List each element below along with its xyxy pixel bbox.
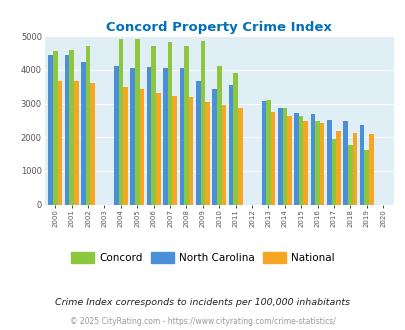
Bar [221, 105, 226, 205]
Bar [188, 97, 193, 205]
Bar [298, 116, 303, 205]
Bar [156, 92, 160, 205]
Bar [364, 150, 368, 205]
Bar [205, 102, 209, 205]
Legend: Concord, North Carolina, National: Concord, North Carolina, National [67, 248, 338, 267]
Bar [233, 73, 237, 205]
Bar [294, 114, 298, 205]
Bar [179, 68, 184, 205]
Bar [359, 125, 364, 205]
Bar [368, 134, 373, 205]
Bar [139, 89, 144, 205]
Bar [237, 108, 242, 205]
Bar [65, 55, 69, 205]
Title: Concord Property Crime Index: Concord Property Crime Index [106, 21, 331, 34]
Text: © 2025 CityRating.com - https://www.cityrating.com/crime-statistics/: © 2025 CityRating.com - https://www.city… [70, 317, 335, 326]
Bar [167, 42, 172, 205]
Bar [74, 82, 79, 205]
Bar [90, 83, 95, 205]
Bar [200, 41, 205, 205]
Bar [326, 120, 331, 205]
Bar [163, 68, 167, 205]
Bar [123, 87, 128, 205]
Bar [310, 114, 315, 205]
Bar [303, 121, 307, 205]
Bar [315, 121, 319, 205]
Bar [335, 131, 340, 205]
Bar [228, 85, 233, 205]
Bar [53, 51, 58, 205]
Bar [130, 68, 134, 205]
Bar [85, 46, 90, 205]
Bar [151, 46, 156, 205]
Bar [216, 66, 221, 205]
Bar [196, 81, 200, 205]
Bar [282, 108, 286, 205]
Bar [265, 100, 270, 205]
Bar [134, 39, 139, 205]
Bar [69, 50, 74, 205]
Bar [212, 89, 216, 205]
Bar [48, 55, 53, 205]
Bar [343, 121, 347, 205]
Bar [270, 113, 275, 205]
Bar [184, 46, 188, 205]
Bar [81, 62, 85, 205]
Bar [172, 96, 177, 205]
Bar [286, 116, 291, 205]
Bar [331, 139, 335, 205]
Bar [261, 101, 265, 205]
Bar [147, 67, 151, 205]
Bar [118, 39, 123, 205]
Bar [58, 82, 62, 205]
Text: Crime Index corresponds to incidents per 100,000 inhabitants: Crime Index corresponds to incidents per… [55, 298, 350, 307]
Bar [352, 133, 356, 205]
Bar [277, 108, 282, 205]
Bar [319, 123, 324, 205]
Bar [347, 145, 352, 205]
Bar [114, 66, 118, 205]
